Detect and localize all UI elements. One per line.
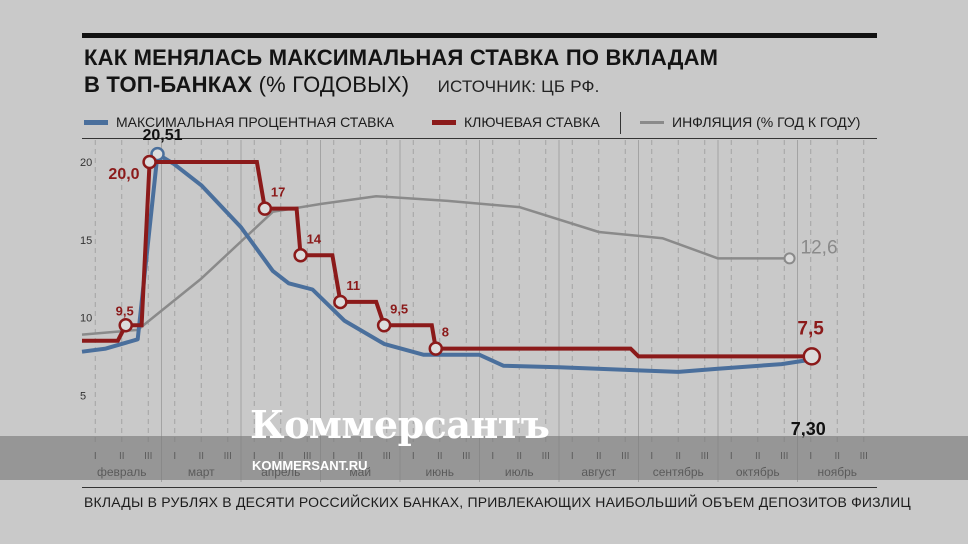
footnote: ВКЛАДЫ В РУБЛЯХ В ДЕСЯТИ РОССИЙСКИХ БАНК…: [84, 494, 911, 510]
chart-title: КАК МЕНЯЛАСЬ МАКСИМАЛЬНАЯ СТАВКА ПО ВКЛА…: [84, 44, 884, 100]
title-line-2: В ТОП-БАНКАХ (% ГОДОВЫХ) ИСТОЧНИК: ЦБ РФ…: [84, 71, 884, 100]
source-note: ИСТОЧНИК: ЦБ РФ.: [437, 77, 600, 96]
key-rate-marker: [118, 318, 133, 333]
key-rate-marker: [333, 294, 348, 310]
key-rate-marker: [376, 318, 392, 333]
bottom-rule: [82, 487, 877, 488]
deposit-peak-label: 20,51: [143, 127, 183, 144]
key-rate-marker: [257, 201, 273, 216]
y-tick-label: 5: [80, 390, 86, 402]
legend-label-deposit: МАКСИМАЛЬНАЯ ПРОЦЕНТНАЯ СТАВКА: [116, 114, 394, 130]
watermark-logo: Коммерсантъ: [250, 402, 550, 447]
key-rate-line: [82, 160, 812, 359]
inflation-end-marker: [783, 252, 796, 265]
deposit-end-label: 7,30: [791, 419, 826, 439]
key-rate-label: 11: [346, 278, 360, 293]
legend-label-key-rate: КЛЮЧЕВАЯ СТАВКА: [464, 114, 600, 130]
key-rate-marker: [802, 347, 822, 366]
watermark-band: [0, 436, 968, 480]
key-rate-label: 7,5: [797, 318, 824, 339]
legend-separator: [620, 112, 621, 134]
watermark-url: KOMMERSANT.RU: [252, 458, 368, 473]
legend-item-inflation: ИНФЛЯЦИЯ (% ГОД К ГОДУ): [640, 114, 860, 130]
legend-swatch-inflation: [640, 120, 664, 124]
legend-item-key-rate: КЛЮЧЕВАЯ СТАВКА: [432, 114, 600, 130]
y-tick-label: 20: [80, 157, 92, 169]
y-tick-label: 15: [80, 235, 92, 247]
legend-item-deposit: МАКСИМАЛЬНАЯ ПРОЦЕНТНАЯ СТАВКА: [84, 114, 394, 130]
inflation-line: [81, 194, 790, 336]
legend-label-inflation: ИНФЛЯЦИЯ (% ГОД К ГОДУ): [672, 114, 861, 130]
inflation-end-label: 12,6: [801, 237, 838, 258]
legend-rule: [82, 138, 877, 139]
legend-swatch-deposit: [84, 119, 108, 125]
legend-swatch-key-rate: [432, 119, 456, 125]
key-rate-label: 8: [442, 325, 449, 340]
key-rate-marker: [428, 341, 444, 356]
key-rate-label: 20,0: [108, 166, 139, 183]
key-rate-label: 9,5: [116, 303, 134, 318]
title-bold-part: В ТОП-БАНКАХ: [84, 72, 253, 97]
key-rate-marker: [293, 248, 308, 263]
top-rule: [82, 33, 877, 38]
title-line-1: КАК МЕНЯЛАСЬ МАКСИМАЛЬНАЯ СТАВКА ПО ВКЛА…: [84, 45, 719, 70]
key-rate-marker: [142, 154, 157, 170]
y-tick-label: 10: [80, 313, 92, 325]
key-rate-label: 9,5: [390, 301, 408, 316]
key-rate-label: 14: [307, 231, 322, 246]
key-rate-label: 17: [271, 185, 285, 200]
title-unit: (% ГОДОВЫХ): [258, 72, 410, 97]
